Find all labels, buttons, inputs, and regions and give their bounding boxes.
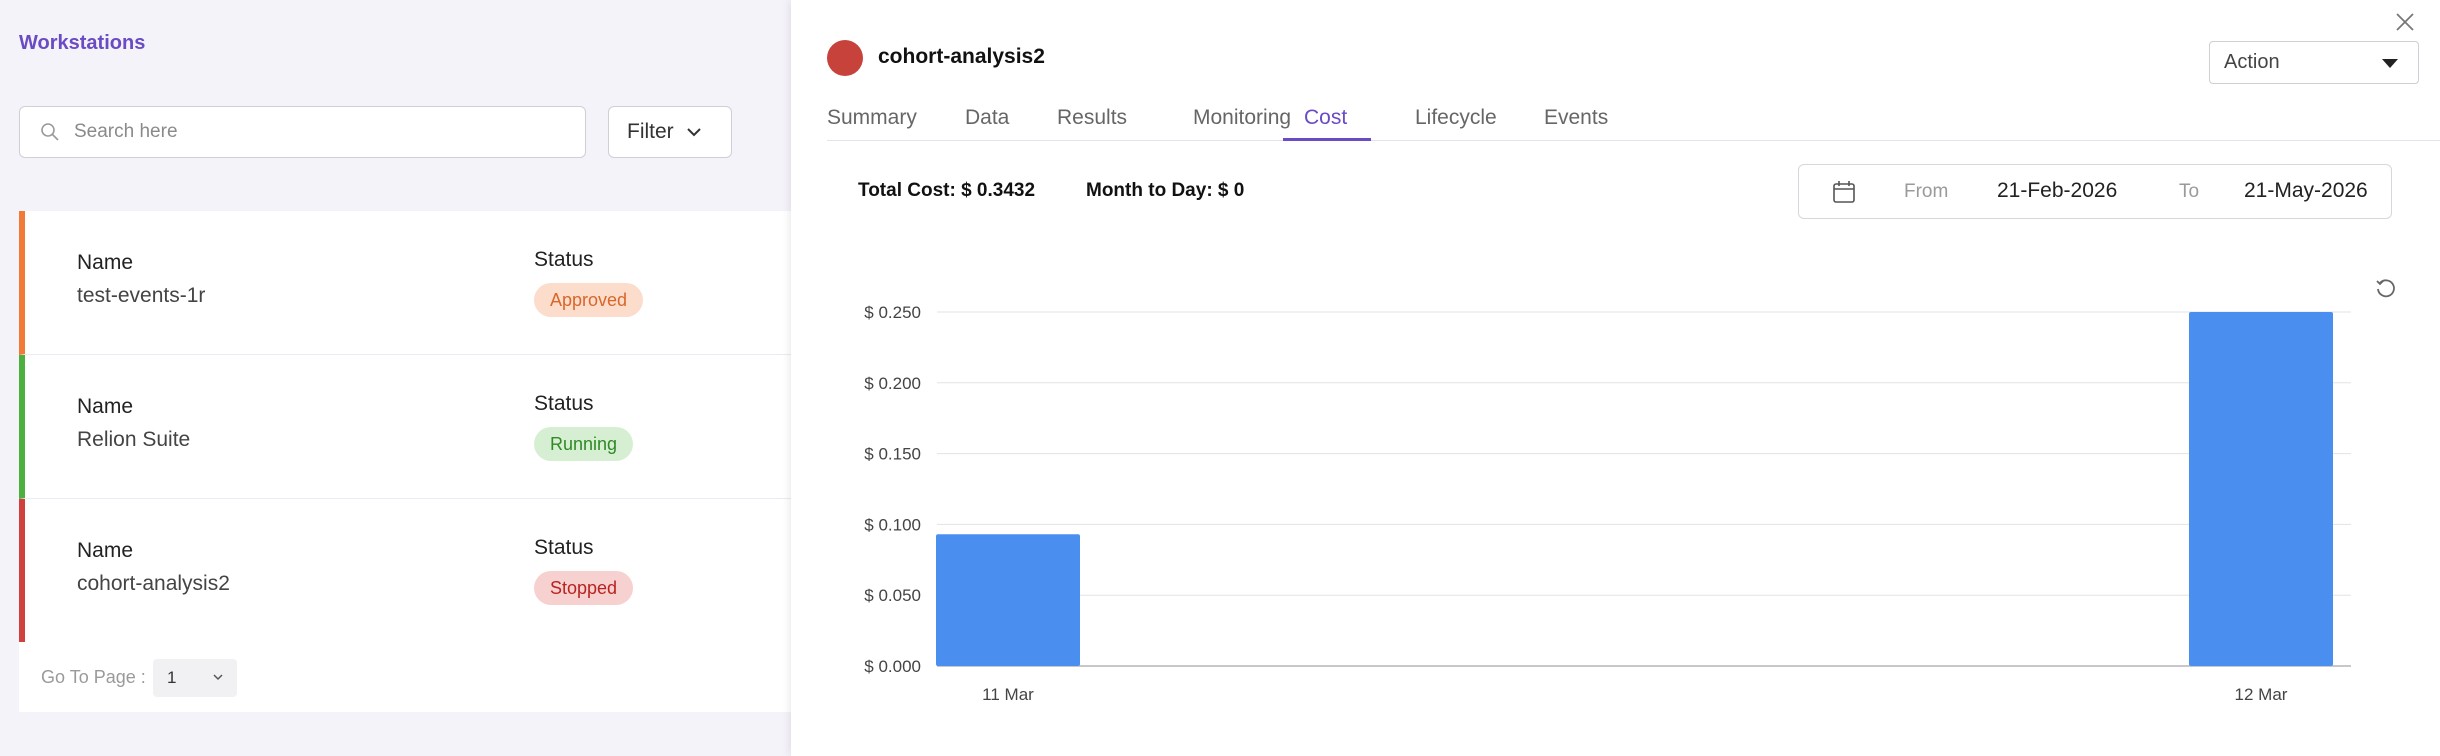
search-icon	[41, 123, 59, 141]
name-label: Name	[77, 251, 134, 274]
filter-label: Filter	[627, 120, 674, 143]
status-badge: Stopped	[534, 571, 634, 605]
to-label: To	[2179, 181, 2200, 202]
y-tick-label: $ 0.150	[864, 445, 921, 464]
caret-down-icon	[2382, 59, 2398, 68]
total-cost: Total Cost: $ 0.3432	[858, 180, 1036, 201]
y-tick-label: $ 0.200	[864, 374, 921, 393]
workstation-card[interactable]: Name Relion Suite Status Running	[19, 355, 809, 499]
bar	[2189, 312, 2333, 666]
status-label: Status	[534, 248, 594, 271]
go-to-page-label: Go To Page :	[41, 667, 146, 687]
tab-bar: Summary Data Results Monitoring Cost Lif…	[827, 104, 2440, 141]
reset-zoom-icon[interactable]	[2375, 278, 2397, 300]
date-range-picker[interactable]: From 21-Feb-2026 To 21-May-2026	[1798, 164, 2392, 219]
tab-data[interactable]: Data	[965, 106, 1010, 129]
month-to-day-cost: Month to Day: $ 0	[1086, 180, 1245, 201]
workstation-card[interactable]: Name cohort-analysis2 Status Stopped	[19, 499, 809, 643]
details-drawer: cohort-analysis2 Action Summary Data Res…	[791, 0, 2440, 756]
tab-monitoring[interactable]: Monitoring	[1193, 106, 1292, 129]
status-label: Status	[534, 392, 594, 415]
calendar-icon	[1833, 181, 1855, 203]
drawer-title: cohort-analysis2	[878, 45, 1045, 68]
pagination: Go To Page : 1	[19, 642, 809, 712]
action-label: Action	[2224, 51, 2280, 73]
status-badge: Running	[534, 427, 634, 461]
status-dot	[827, 40, 863, 76]
page-select-value: 1	[167, 668, 177, 687]
page-title: Workstations	[19, 32, 146, 54]
y-tick-label: $ 0.100	[864, 515, 921, 534]
x-tick-label: 12 Mar	[2235, 685, 2288, 704]
from-date[interactable]: 21-Feb-2026	[1997, 179, 2118, 202]
workstation-name: cohort-analysis2	[77, 572, 230, 595]
y-tick-label: $ 0.050	[864, 586, 921, 605]
tab-lifecycle[interactable]: Lifecycle	[1415, 106, 1497, 129]
page-select[interactable]: 1	[153, 659, 237, 697]
name-label: Name	[77, 395, 134, 418]
action-dropdown[interactable]: Action	[2209, 41, 2419, 84]
workstation-list: Name test-events-1r Status Approved Name…	[19, 211, 809, 643]
workstations-page: Workstations Filter Name test-events-1r …	[0, 0, 809, 756]
bar	[936, 534, 1080, 666]
status-badge: Approved	[534, 283, 644, 317]
to-date[interactable]: 21-May-2026	[2244, 179, 2368, 202]
workstation-name: Relion Suite	[77, 428, 191, 451]
tab-cost[interactable]: Cost	[1283, 106, 1372, 141]
y-tick-label: $ 0.000	[864, 657, 921, 676]
tab-results[interactable]: Results	[1057, 106, 1128, 129]
tab-summary[interactable]: Summary	[827, 106, 917, 129]
status-label: Status	[534, 536, 594, 559]
chevron-down-icon	[213, 674, 223, 681]
workstation-card[interactable]: Name test-events-1r Status Approved	[19, 211, 809, 355]
close-icon[interactable]	[2395, 12, 2415, 32]
filter-button[interactable]: Filter	[608, 106, 732, 158]
search-box[interactable]	[19, 106, 586, 158]
tab-events[interactable]: Events	[1544, 106, 1609, 129]
name-label: Name	[77, 539, 134, 562]
cost-chart: $ 0.000 $ 0.050 $ 0.100 $ 0.150 $ 0.200 $ 0.2…	[864, 303, 2351, 704]
x-tick-label: 11 Mar	[982, 685, 1034, 704]
workstation-name: test-events-1r	[77, 284, 206, 307]
search-input[interactable]	[74, 121, 554, 143]
y-tick-label: $ 0.250	[864, 303, 921, 322]
from-label: From	[1904, 181, 1949, 202]
chevron-down-icon	[686, 128, 701, 137]
